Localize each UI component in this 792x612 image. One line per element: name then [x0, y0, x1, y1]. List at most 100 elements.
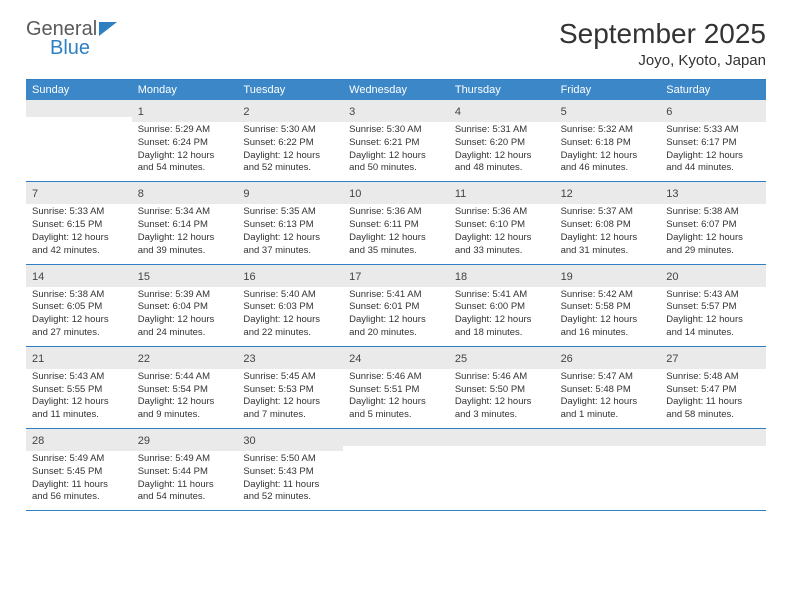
daylight-text: Daylight: 12 hours and 16 minutes.: [561, 314, 655, 340]
day-number-row: 11: [449, 182, 555, 204]
day-cell: 28Sunrise: 5:49 AMSunset: 5:45 PMDayligh…: [26, 429, 132, 510]
day-number: 21: [32, 353, 44, 365]
day-body: Sunrise: 5:29 AMSunset: 6:24 PMDaylight:…: [132, 122, 238, 181]
daylight-text: Daylight: 12 hours and 39 minutes.: [138, 232, 232, 258]
day-number-row: 5: [555, 100, 661, 122]
day-number: 9: [243, 188, 249, 200]
day-number-row: 14: [26, 265, 132, 287]
day-number: 12: [561, 188, 573, 200]
title-block: September 2025 Joyo, Kyoto, Japan: [559, 18, 766, 69]
day-body: Sunrise: 5:32 AMSunset: 6:18 PMDaylight:…: [555, 122, 661, 181]
day-number: 30: [243, 435, 255, 447]
logo-text-blue: Blue: [50, 37, 117, 60]
sunrise-text: Sunrise: 5:39 AM: [138, 289, 232, 302]
month-title: September 2025: [559, 18, 766, 50]
sunrise-text: Sunrise: 5:36 AM: [349, 206, 443, 219]
sunrise-text: Sunrise: 5:30 AM: [243, 124, 337, 137]
daylight-text: Daylight: 12 hours and 42 minutes.: [32, 232, 126, 258]
daylight-text: Daylight: 12 hours and 52 minutes.: [243, 150, 337, 176]
day-cell: 10 Sunrise: 5:36 AMSunset: 6:11 PMDayligh…: [343, 182, 449, 263]
day-body: Sunrise: 5:38 AMSunset: 6:05 PMDaylight:…: [26, 287, 132, 346]
day-number-row: 24: [343, 347, 449, 369]
day-number: 6: [666, 106, 672, 118]
day-cell: 7Sunrise: 5:33 AMSunset: 6:15 PMDaylight…: [26, 182, 132, 263]
day-cell: 20Sunrise: 5:43 AMSunset: 5:57 PMDayligh…: [660, 265, 766, 346]
weekday-header: Friday: [555, 80, 661, 100]
logo-triangle-icon: [99, 22, 117, 36]
weeks-container: 1Sunrise: 5:29 AMSunset: 6:24 PMDaylight…: [26, 100, 766, 511]
day-cell: 3Sunrise: 5:30 AMSunset: 6:21 PMDaylight…: [343, 100, 449, 181]
day-body: Sunrise: 5:42 AMSunset: 5:58 PMDaylight:…: [555, 287, 661, 346]
day-number-row: 20: [660, 265, 766, 287]
day-body: Sunrise: 5:37 AMSunset: 6:08 PMDaylight:…: [555, 204, 661, 263]
daylight-text: Daylight: 12 hours and 33 minutes.: [455, 232, 549, 258]
day-number-row: 27: [660, 347, 766, 369]
week-row: 1Sunrise: 5:29 AMSunset: 6:24 PMDaylight…: [26, 100, 766, 182]
day-number-row: 2: [237, 100, 343, 122]
day-number-row: [343, 429, 449, 446]
week-row: 14Sunrise: 5:38 AMSunset: 6:05 PMDayligh…: [26, 265, 766, 347]
sunset-text: Sunset: 5:51 PM: [349, 384, 443, 397]
day-number: 22: [138, 353, 150, 365]
day-cell: 19Sunrise: 5:42 AMSunset: 5:58 PMDayligh…: [555, 265, 661, 346]
day-cell: 4Sunrise: 5:31 AMSunset: 6:20 PMDaylight…: [449, 100, 555, 181]
daylight-text: Daylight: 12 hours and 1 minute.: [561, 396, 655, 422]
day-cell: 12 Sunrise: 5:37 AMSunset: 6:08 PMDayligh…: [555, 182, 661, 263]
daylight-text: Daylight: 12 hours and 14 minutes.: [666, 314, 760, 340]
day-cell: 27Sunrise: 5:48 AMSunset: 5:47 PMDayligh…: [660, 347, 766, 428]
week-row: 28Sunrise: 5:49 AMSunset: 5:45 PMDayligh…: [26, 429, 766, 511]
sunrise-text: Sunrise: 5:38 AM: [666, 206, 760, 219]
day-number-row: 19: [555, 265, 661, 287]
day-number-row: 10: [343, 182, 449, 204]
day-number-row: [26, 100, 132, 117]
day-number-row: 25: [449, 347, 555, 369]
daylight-text: Daylight: 12 hours and 3 minutes.: [455, 396, 549, 422]
day-body: Sunrise: 5:36 AMSunset: 6:10 PMDaylight:…: [449, 204, 555, 263]
day-cell: 21Sunrise: 5:43 AMSunset: 5:55 PMDayligh…: [26, 347, 132, 428]
sunset-text: Sunset: 5:47 PM: [666, 384, 760, 397]
location: Joyo, Kyoto, Japan: [559, 52, 766, 69]
sunrise-text: Sunrise: 5:40 AM: [243, 289, 337, 302]
sunrise-text: Sunrise: 5:35 AM: [243, 206, 337, 219]
day-number: 13: [666, 188, 678, 200]
day-number: 4: [455, 106, 461, 118]
sunset-text: Sunset: 6:05 PM: [32, 301, 126, 314]
sunrise-text: Sunrise: 5:46 AM: [349, 371, 443, 384]
day-number: 28: [32, 435, 44, 447]
day-cell: 6Sunrise: 5:33 AMSunset: 6:17 PMDaylight…: [660, 100, 766, 181]
calendar: Sunday Monday Tuesday Wednesday Thursday…: [26, 79, 766, 511]
sunrise-text: Sunrise: 5:33 AM: [666, 124, 760, 137]
day-cell: 30Sunrise: 5:50 AMSunset: 5:43 PMDayligh…: [237, 429, 343, 510]
daylight-text: Daylight: 11 hours and 58 minutes.: [666, 396, 760, 422]
weekday-header: Sunday: [26, 80, 132, 100]
sunrise-text: Sunrise: 5:34 AM: [138, 206, 232, 219]
sunset-text: Sunset: 6:22 PM: [243, 137, 337, 150]
day-number: 16: [243, 271, 255, 283]
day-number: 25: [455, 353, 467, 365]
daylight-text: Daylight: 12 hours and 5 minutes.: [349, 396, 443, 422]
sunset-text: Sunset: 6:01 PM: [349, 301, 443, 314]
day-number-row: 23: [237, 347, 343, 369]
day-body: Sunrise: 5:43 AMSunset: 5:57 PMDaylight:…: [660, 287, 766, 346]
sunrise-text: Sunrise: 5:41 AM: [455, 289, 549, 302]
sunrise-text: Sunrise: 5:49 AM: [32, 453, 126, 466]
day-number: 26: [561, 353, 573, 365]
daylight-text: Daylight: 12 hours and 35 minutes.: [349, 232, 443, 258]
day-number: 8: [138, 188, 144, 200]
day-body: Sunrise: 5:33 AMSunset: 6:15 PMDaylight:…: [26, 204, 132, 263]
daylight-text: Daylight: 12 hours and 11 minutes.: [32, 396, 126, 422]
sunset-text: Sunset: 6:11 PM: [349, 219, 443, 232]
day-cell: 1Sunrise: 5:29 AMSunset: 6:24 PMDaylight…: [132, 100, 238, 181]
daylight-text: Daylight: 11 hours and 56 minutes.: [32, 479, 126, 505]
day-number-row: 29: [132, 429, 238, 451]
daylight-text: Daylight: 12 hours and 27 minutes.: [32, 314, 126, 340]
day-number-row: 7: [26, 182, 132, 204]
day-cell: 8Sunrise: 5:34 AMSunset: 6:14 PMDaylight…: [132, 182, 238, 263]
day-number-row: 21: [26, 347, 132, 369]
weekday-header: Monday: [132, 80, 238, 100]
day-number: 23: [243, 353, 255, 365]
weekday-header: Thursday: [449, 80, 555, 100]
daylight-text: Daylight: 12 hours and 29 minutes.: [666, 232, 760, 258]
day-number-row: 17: [343, 265, 449, 287]
day-cell: [26, 100, 132, 181]
